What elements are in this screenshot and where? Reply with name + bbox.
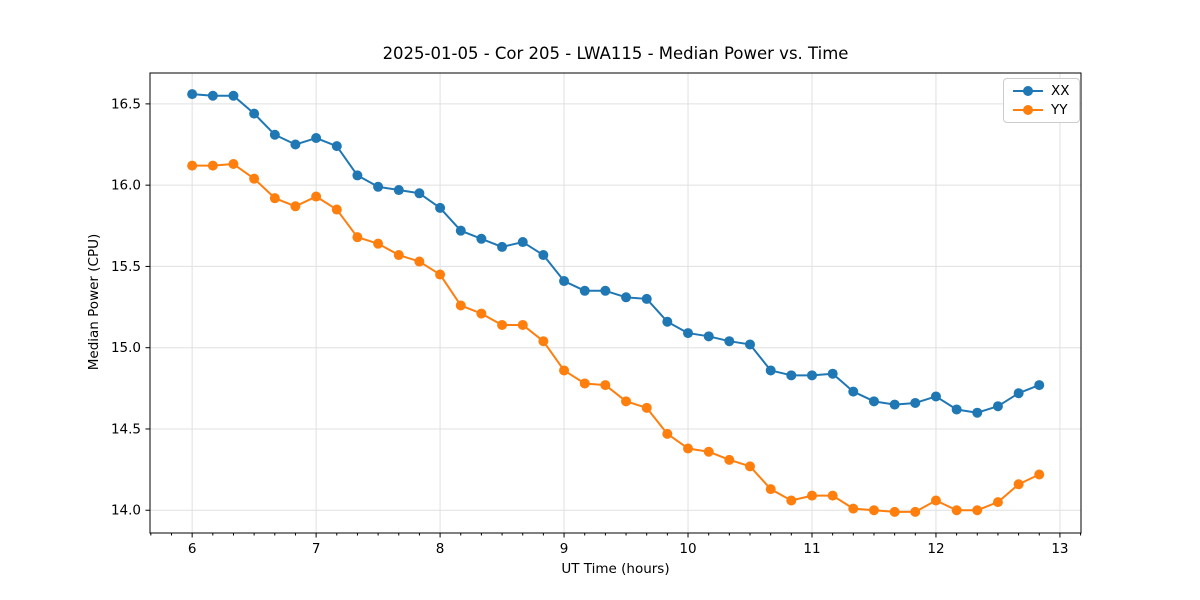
svg-text:15.0: 15.0 bbox=[111, 340, 141, 356]
svg-text:14.0: 14.0 bbox=[111, 503, 141, 519]
y-axis-label: Median Power (CPU) bbox=[86, 233, 102, 371]
svg-text:12: 12 bbox=[927, 541, 944, 557]
svg-text:6: 6 bbox=[188, 541, 197, 557]
x-axis-label: UT Time (hours) bbox=[561, 561, 670, 577]
y-tick-labels: 14.0 14.5 15.0 15.5 16.0 16.5 bbox=[111, 96, 141, 518]
y-axis-ticks bbox=[145, 103, 150, 511]
series-yy bbox=[187, 159, 1045, 517]
legend: XX YY bbox=[1003, 78, 1080, 123]
svg-text:16.5: 16.5 bbox=[111, 96, 141, 112]
legend-label-yy: YY bbox=[1051, 102, 1068, 118]
svg-text:15.5: 15.5 bbox=[111, 259, 141, 275]
svg-text:14.5: 14.5 bbox=[111, 421, 141, 437]
svg-text:11: 11 bbox=[803, 541, 820, 557]
legend-item-xx: XX bbox=[1012, 84, 1070, 98]
svg-text:9: 9 bbox=[560, 541, 569, 557]
svg-text:13: 13 bbox=[1051, 541, 1068, 557]
gridlines bbox=[150, 73, 1081, 533]
svg-text:7: 7 bbox=[312, 541, 321, 557]
x-tick-labels: 6 7 8 9 10 11 12 13 bbox=[188, 541, 1069, 557]
plot-frame bbox=[149, 72, 1082, 534]
svg-text:16.0: 16.0 bbox=[111, 178, 141, 194]
legend-label-xx: XX bbox=[1051, 83, 1070, 99]
series-xx bbox=[187, 89, 1045, 418]
svg-text:10: 10 bbox=[679, 541, 696, 557]
x-axis-ticks bbox=[150, 533, 1082, 538]
legend-line-marker-xx-icon bbox=[1013, 86, 1043, 96]
chart-title: 2025-01-05 - Cor 205 - LWA115 - Median P… bbox=[382, 44, 849, 63]
legend-line-marker-yy-icon bbox=[1013, 105, 1043, 115]
legend-item-yy: YY bbox=[1012, 103, 1070, 117]
svg-text:8: 8 bbox=[436, 541, 445, 557]
